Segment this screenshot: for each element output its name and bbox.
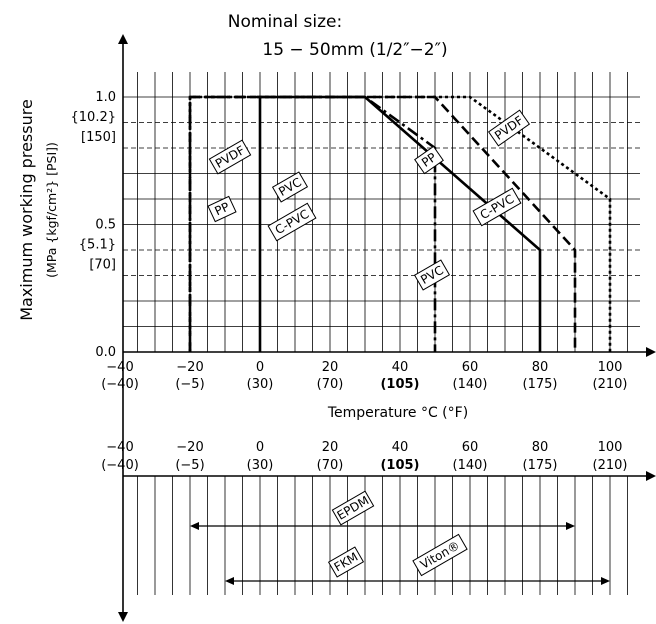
x-tick-fahrenheit: (140) [453,377,488,392]
seal-range-arrows [190,522,610,585]
tag-cpvc-left: C-PVC [267,202,317,242]
tag-epdm: EPDM [331,490,375,526]
y-tick-labels: 1.0 {10.2} [150] 0.5 {5.1} [70] 0.0 [71,90,117,360]
x-tick-fahrenheit-lower: (210) [593,458,628,473]
tag-box-pvc-left [271,171,309,203]
x-tick-celsius-lower: −20 [176,440,203,455]
x-tick-fahrenheit-lower: (140) [453,458,488,473]
x-tick-fahrenheit-lower: (175) [523,458,558,473]
y-tick-label: [70] [89,258,116,273]
range-arrow-left-epdm [190,522,199,530]
tag-pvdf-left: PVDF [208,139,252,175]
y-tick-label: {5.1} [79,238,116,253]
x-tick-celsius-lower: 60 [462,440,479,455]
x-tick-celsius: 100 [598,360,623,375]
x-tick-labels: −40 (−40) −20 (−5) 0 (30) 20 (70) 40 (105) 60 (140)… [101,360,628,392]
x-tick-fahrenheit: (175) [523,377,558,392]
tag-box-pvdf-left [208,139,252,175]
x-tick-fahrenheit: (70) [317,377,344,392]
range-arrow-right-epdm [566,522,575,530]
x-tick-celsius-lower: 80 [532,440,549,455]
tag-fkm: FKM [327,546,365,578]
tag-pvc-left: PVC [271,171,309,203]
x-axis-label: Temperature °C (°F) [327,405,468,421]
x-tick-celsius-lower: −40 [106,440,133,455]
x-axis-arrow [646,347,656,357]
axes [118,34,656,622]
grid [123,72,640,352]
x-tick-celsius-lower: 20 [322,440,339,455]
y-axis-arrow-down [118,612,128,622]
tag-box-pvc-right [413,259,451,291]
x-tick-celsius: −20 [176,360,203,375]
x-tick-fahrenheit: (210) [593,377,628,392]
series-lines [188,95,612,352]
y-axis-units: (MPa {kgf/cm²} [PSI]) [44,142,59,278]
x-tick-fahrenheit: (−5) [175,377,204,392]
x-tick-celsius: 20 [322,360,339,375]
x-tick-celsius: 0 [256,360,264,375]
tag-cpvc-right: C-PVC [472,187,522,227]
tag-box-pvdf-right [487,109,531,147]
y-tick-label: 0.5 [95,218,116,233]
x-tick-fahrenheit: (−40) [101,377,139,392]
tag-box-viton [412,533,468,577]
tag-box-pp-left [207,195,237,223]
x-tick-celsius: 60 [462,360,479,375]
tag-box-cpvc-left [267,202,317,242]
chart-title-line1: Nominal size: [228,12,342,32]
chart-title-line2: 15 − 50mm (1/2″−2″) [262,40,447,60]
x-tick-celsius: 80 [532,360,549,375]
x-tick-fahrenheit-lower: (30) [247,458,274,473]
tag-box-pp-right [414,145,444,175]
y-tick-label: 0.0 [95,345,116,360]
y-tick-label: [150] [81,130,116,145]
y-tick-label: {10.2} [71,110,117,125]
seal-temperature-grid [137,476,628,595]
tag-pp-left: PP [207,195,237,223]
x-tick-fahrenheit-lower: (−40) [101,458,139,473]
x-tick-celsius-lower: 100 [598,440,623,455]
lower-axis-arrow [646,471,656,481]
y-axis-label: Maximum working pressure [17,99,36,321]
x-tick-celsius: −40 [106,360,133,375]
x-tick-fahrenheit: (105) [380,377,419,392]
tag-label-pp-left: PP [212,200,231,219]
x-tick-fahrenheit: (30) [247,377,274,392]
range-arrow-right-fkm [601,577,610,585]
x-tick-labels-lower: −40 (−40) −20 (−5) 0 (30) 20 (70) 40 (105) 60 (140)… [101,440,628,473]
tag-box-epdm [331,490,375,526]
tag-label-cpvc-left: C-PVC [273,207,312,237]
tag-viton: Viton® [412,533,468,577]
x-tick-celsius-lower: 0 [256,440,264,455]
tag-box-cpvc-right [472,187,522,227]
x-tick-fahrenheit-lower: (70) [317,458,344,473]
tag-pp-right: PP [414,145,444,175]
tag-pvc-right: PVC [413,259,451,291]
series-line-pp [188,95,437,352]
x-tick-fahrenheit-lower: (−5) [175,458,204,473]
y-tick-label: 1.0 [95,90,116,105]
x-tick-celsius: 40 [392,360,409,375]
range-arrow-left-fkm [225,577,234,585]
tag-label-cpvc-right: C-PVC [478,192,517,222]
x-tick-fahrenheit-lower: (105) [380,458,419,473]
y-axis-arrow-up [118,34,128,44]
x-tick-celsius-lower: 40 [392,440,409,455]
tag-box-fkm [327,546,365,578]
tag-label-pp-right: PP [419,150,439,170]
